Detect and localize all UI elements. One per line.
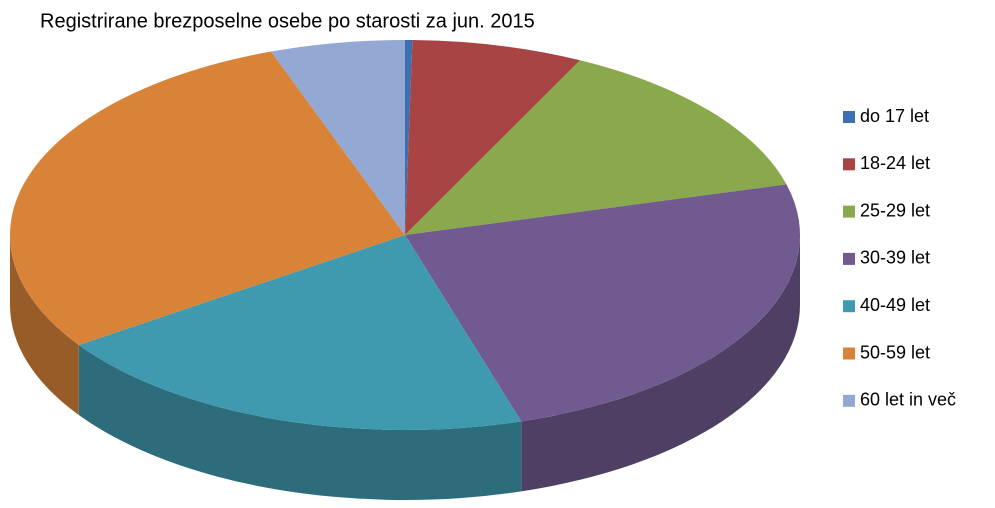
- slice-side: [78, 344, 522, 500]
- legend-swatch: [843, 394, 855, 407]
- legend-label: do 17 let: [860, 106, 929, 126]
- slice: [405, 40, 413, 235]
- legend-swatch: [843, 347, 855, 360]
- legend-swatch: [843, 252, 855, 265]
- slice: [405, 40, 581, 235]
- slice-side: [10, 235, 79, 415]
- legend-swatch: [843, 300, 855, 313]
- legend-label: 50-59 let: [860, 342, 930, 362]
- slice: [405, 184, 800, 422]
- chart-title: Registrirane brezposelne osebe po staros…: [40, 10, 535, 32]
- legend-label: 18-24 let: [860, 153, 930, 173]
- legend-swatch: [843, 111, 855, 123]
- legend-label: 40-49 let: [860, 295, 930, 315]
- legend-swatch: [843, 158, 855, 171]
- legend-label: 30-39 let: [860, 248, 930, 268]
- slice: [10, 51, 406, 345]
- legend-label: 25-29 let: [860, 200, 930, 220]
- slice: [271, 40, 405, 235]
- legend-swatch: [843, 205, 855, 218]
- slice: [405, 60, 787, 235]
- slice: [78, 235, 522, 430]
- legend-label: 60 let in več: [860, 390, 956, 410]
- slice-side: [521, 235, 800, 492]
